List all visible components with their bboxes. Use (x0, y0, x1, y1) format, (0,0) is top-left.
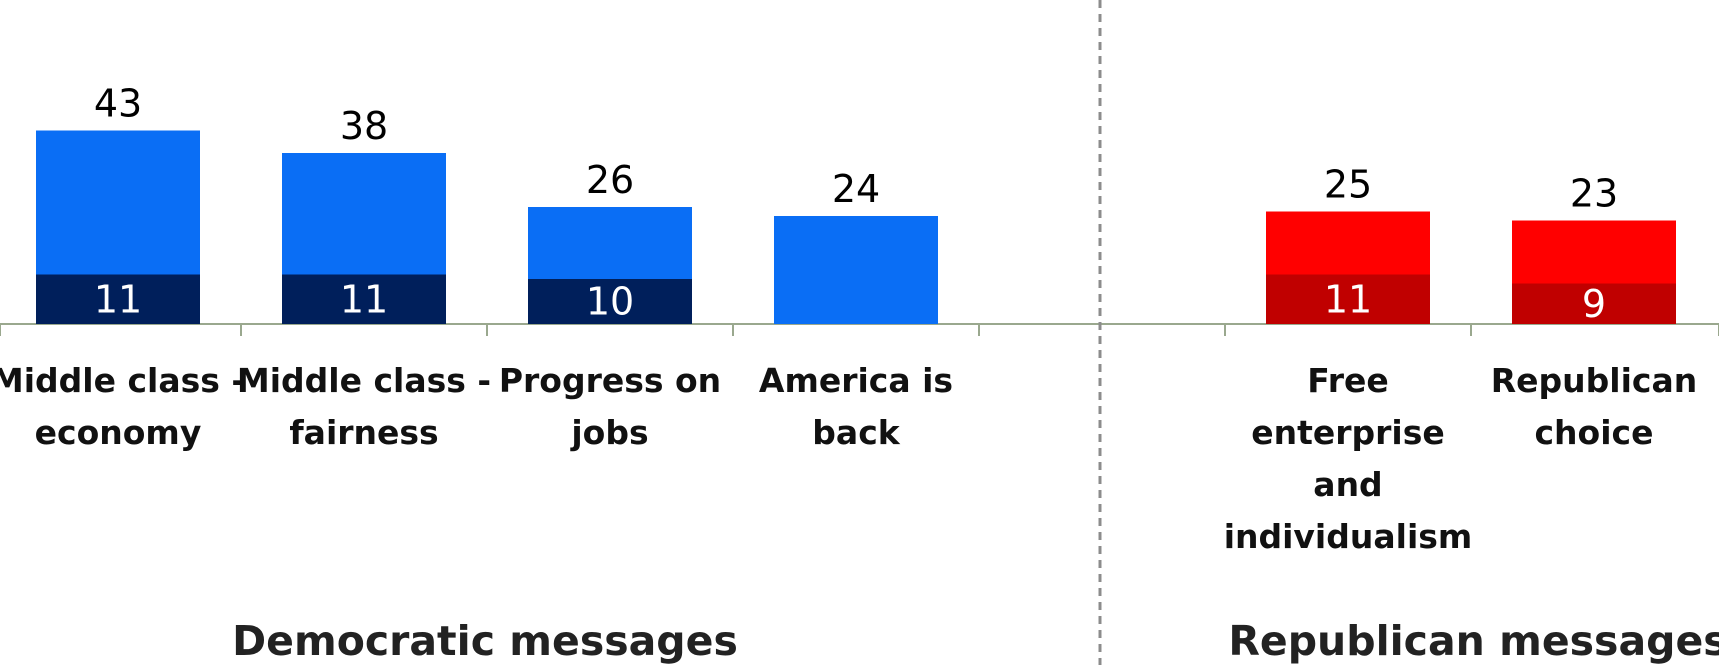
category-label-line: choice (1535, 413, 1654, 452)
category-label-line: Progress on (499, 361, 721, 400)
inner-value-label: 11 (1324, 277, 1372, 321)
category-label: America is back (759, 361, 953, 452)
category-label-line: Middle class - (237, 361, 491, 400)
bar-inner (1266, 274, 1430, 324)
category-label-line: enterprise (1251, 413, 1445, 452)
group-layer: Democratic messages Republican messages (232, 617, 1719, 665)
category-label: Progress on jobs (499, 361, 721, 452)
group-label: Democratic messages (232, 617, 738, 665)
category-label-line: Middle class - (0, 361, 245, 400)
bar-inner (282, 274, 446, 324)
bar-inner (528, 279, 692, 324)
bars-layer (36, 130, 1676, 324)
bar-inner (1512, 283, 1676, 324)
category-label-line: jobs (569, 413, 648, 452)
category-label-line: individualism (1224, 517, 1473, 556)
total-value-label: 24 (832, 167, 880, 211)
inner-value-label: 9 (1582, 282, 1606, 326)
bar-total (774, 216, 938, 324)
category-label: Middle class - fairness (237, 361, 491, 452)
total-value-label: 26 (586, 158, 634, 202)
inner-value-label: 11 (94, 277, 142, 321)
inner-value-label: 11 (340, 277, 388, 321)
category-label-line: America is (759, 361, 953, 400)
bar-inner (36, 274, 200, 324)
labels-layer: 11 43 Middle class - economy 11 38 Middle clas… (0, 82, 1697, 557)
category-label-line: Free (1307, 361, 1388, 400)
category-label-line: economy (35, 413, 202, 452)
category-label: Middle class - economy (0, 361, 245, 452)
total-value-label: 38 (340, 104, 388, 148)
category-label-line: and (1313, 465, 1382, 504)
total-value-label: 43 (94, 82, 142, 126)
inner-value-label: 10 (586, 280, 634, 324)
category-label-line: back (812, 413, 900, 452)
category-label: Free enterprise and individualism (1224, 361, 1473, 556)
category-label-line: fairness (289, 413, 438, 452)
total-value-label: 23 (1570, 172, 1618, 216)
total-value-label: 25 (1324, 163, 1372, 207)
category-label-line: Republican (1491, 361, 1697, 400)
group-label: Republican messages (1228, 617, 1719, 665)
category-label: Republican choice (1491, 361, 1697, 452)
